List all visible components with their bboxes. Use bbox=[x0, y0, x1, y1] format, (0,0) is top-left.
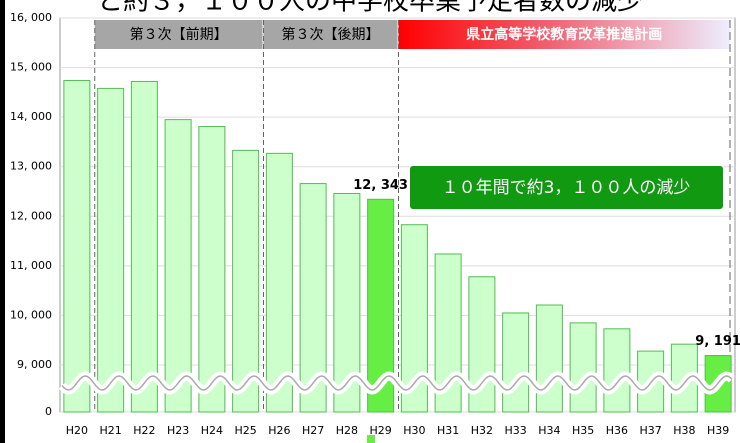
bar bbox=[502, 312, 530, 413]
period-label: 第３次【前期】 bbox=[130, 26, 228, 43]
x-tick-label: H27 bbox=[302, 424, 324, 437]
y-tick-label: 10, 000 bbox=[10, 308, 52, 321]
x-tick-label: H38 bbox=[673, 424, 695, 437]
x-tick-label: H35 bbox=[572, 424, 594, 437]
x-tick-label: H36 bbox=[606, 424, 628, 437]
bar bbox=[569, 322, 597, 413]
bar bbox=[97, 87, 125, 413]
x-tick-label: H26 bbox=[268, 424, 290, 437]
y-tick-label: 9, 000 bbox=[17, 358, 52, 371]
bar bbox=[265, 152, 293, 413]
plot-frame bbox=[59, 17, 736, 413]
left-border bbox=[0, 0, 5, 443]
x-tick-label: H30 bbox=[403, 424, 425, 437]
y-tick-label: 0 bbox=[45, 405, 52, 418]
x-tick-label: H23 bbox=[167, 424, 189, 437]
bar bbox=[63, 79, 91, 413]
x-tick-label: H20 bbox=[66, 424, 88, 437]
marker bbox=[367, 435, 375, 443]
value-label: 12, 343 bbox=[353, 178, 408, 193]
x-tick-label: H39 bbox=[707, 424, 729, 437]
x-tick-label: H21 bbox=[99, 424, 121, 437]
x-tick-label: H25 bbox=[234, 424, 256, 437]
x-tick-label: H29 bbox=[369, 424, 391, 437]
x-tick-label: H33 bbox=[504, 424, 526, 437]
bar bbox=[198, 126, 226, 413]
bar bbox=[164, 119, 192, 413]
y-tick-label: 15, 000 bbox=[10, 61, 52, 74]
period-band bbox=[263, 20, 398, 49]
y-tick-label: 16, 000 bbox=[10, 11, 52, 24]
x-tick-label: H28 bbox=[336, 424, 358, 437]
period-band bbox=[398, 20, 730, 49]
period-label: 県立高等学校教育改革推進計画 bbox=[466, 26, 662, 43]
bar bbox=[603, 328, 631, 413]
y-tick-label: 12, 000 bbox=[10, 209, 52, 222]
bar bbox=[130, 80, 158, 413]
period-band bbox=[94, 20, 263, 49]
bar bbox=[535, 304, 563, 413]
bar bbox=[232, 149, 260, 413]
y-tick-label: 13, 000 bbox=[10, 160, 52, 173]
y-tick-label: 14, 000 bbox=[10, 110, 52, 123]
value-label: 9, 191 bbox=[695, 334, 740, 349]
chart-title: と約３，１００人の中学校卒業予定者数の減少 bbox=[97, 0, 643, 17]
y-tick-label: 11, 000 bbox=[10, 259, 52, 272]
x-tick-label: H37 bbox=[639, 424, 661, 437]
x-tick-label: H22 bbox=[133, 424, 155, 437]
bar bbox=[704, 355, 732, 413]
x-tick-label: H34 bbox=[538, 424, 560, 437]
annotation-box bbox=[410, 166, 723, 209]
x-tick-label: H31 bbox=[437, 424, 459, 437]
x-tick-label: H24 bbox=[201, 424, 223, 437]
annotation: １０年間で約3，１００人の減少 bbox=[442, 178, 691, 198]
period-label: 第３次【後期】 bbox=[282, 26, 380, 43]
x-tick-label: H32 bbox=[471, 424, 493, 437]
axis-break-line bbox=[61, 375, 733, 391]
